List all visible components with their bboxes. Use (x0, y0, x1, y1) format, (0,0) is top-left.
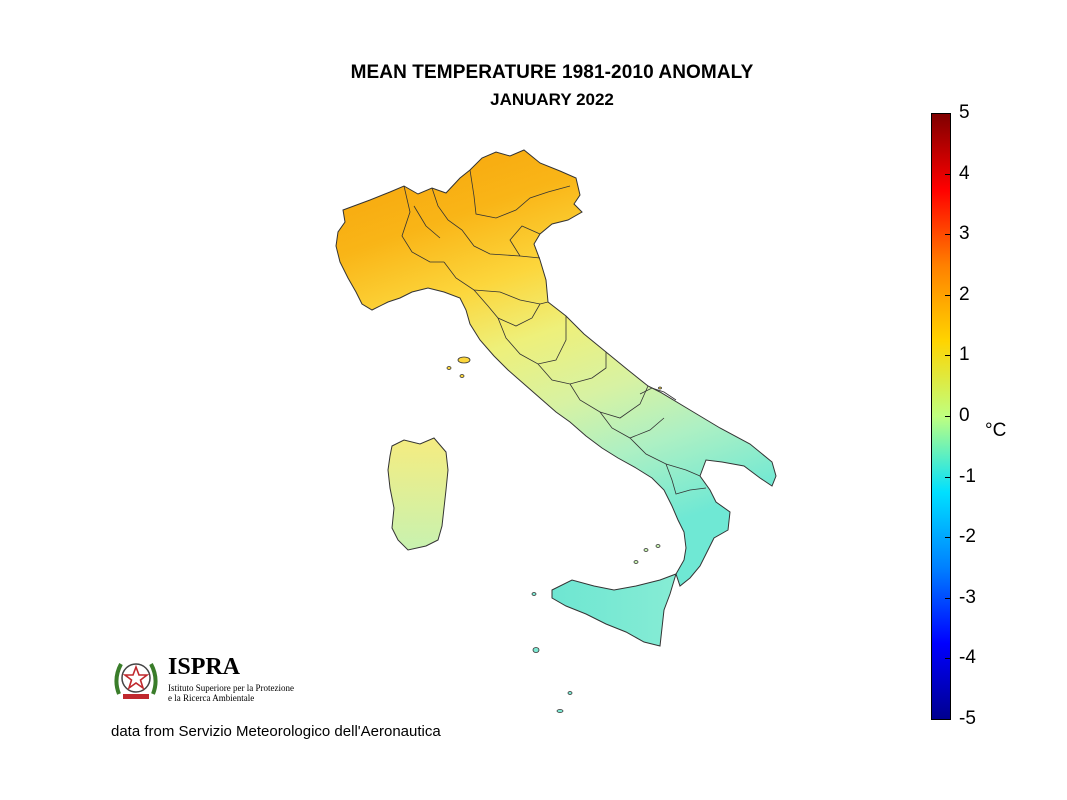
colorbar-tick (945, 173, 951, 175)
colorbar-tick-label: 5 (959, 102, 970, 123)
sicily (551, 573, 677, 647)
mainland-italy (335, 149, 777, 587)
colorbar-tick-label: -2 (959, 526, 976, 548)
colorbar-tick-label: 2 (959, 283, 970, 305)
colorbar-tick (945, 537, 951, 539)
colorbar-tick-label: -4 (959, 647, 976, 669)
colorbar-unit-label: °C (985, 420, 1007, 441)
colorbar-tick (945, 476, 951, 478)
ispra-logo-line2: e la Ricerca Ambientale (168, 693, 255, 703)
colorbar-tick-label: -1 (959, 465, 976, 487)
colorbar-tick-label: 4 (959, 162, 970, 184)
colorbar-tick-label: 3 (959, 223, 970, 245)
colorbar-tick-label: 0 (959, 405, 970, 426)
colorbar-tick-label: -5 (959, 708, 976, 729)
small-islands (446, 356, 662, 713)
map-title: MEAN TEMPERATURE 1981-2010 ANOMALY (350, 62, 754, 83)
colorbar-tick (945, 597, 951, 599)
italian-emblem-icon (114, 663, 158, 699)
colorbar-tick (945, 416, 951, 417)
colorbar-tick (945, 355, 951, 357)
colorbar-tick (945, 658, 951, 660)
colorbar-tick (945, 294, 951, 296)
ispra-logo-name: ISPRA (168, 654, 241, 680)
colorbar-tick-label: 1 (959, 344, 970, 366)
colorbar-tick (945, 234, 951, 236)
sardinia (387, 437, 449, 551)
region-borders (401, 169, 707, 495)
colorbar-tick (945, 113, 951, 114)
ispra-logo-line1: Istituto Superiore per la Protezione (168, 683, 294, 693)
data-source-note: data from Servizio Meteorologico dell'Ae… (111, 723, 441, 740)
colorbar-tick-label: -3 (959, 586, 976, 608)
map-subtitle: JANUARY 2022 (490, 90, 614, 109)
colorbar-tick (945, 719, 951, 720)
